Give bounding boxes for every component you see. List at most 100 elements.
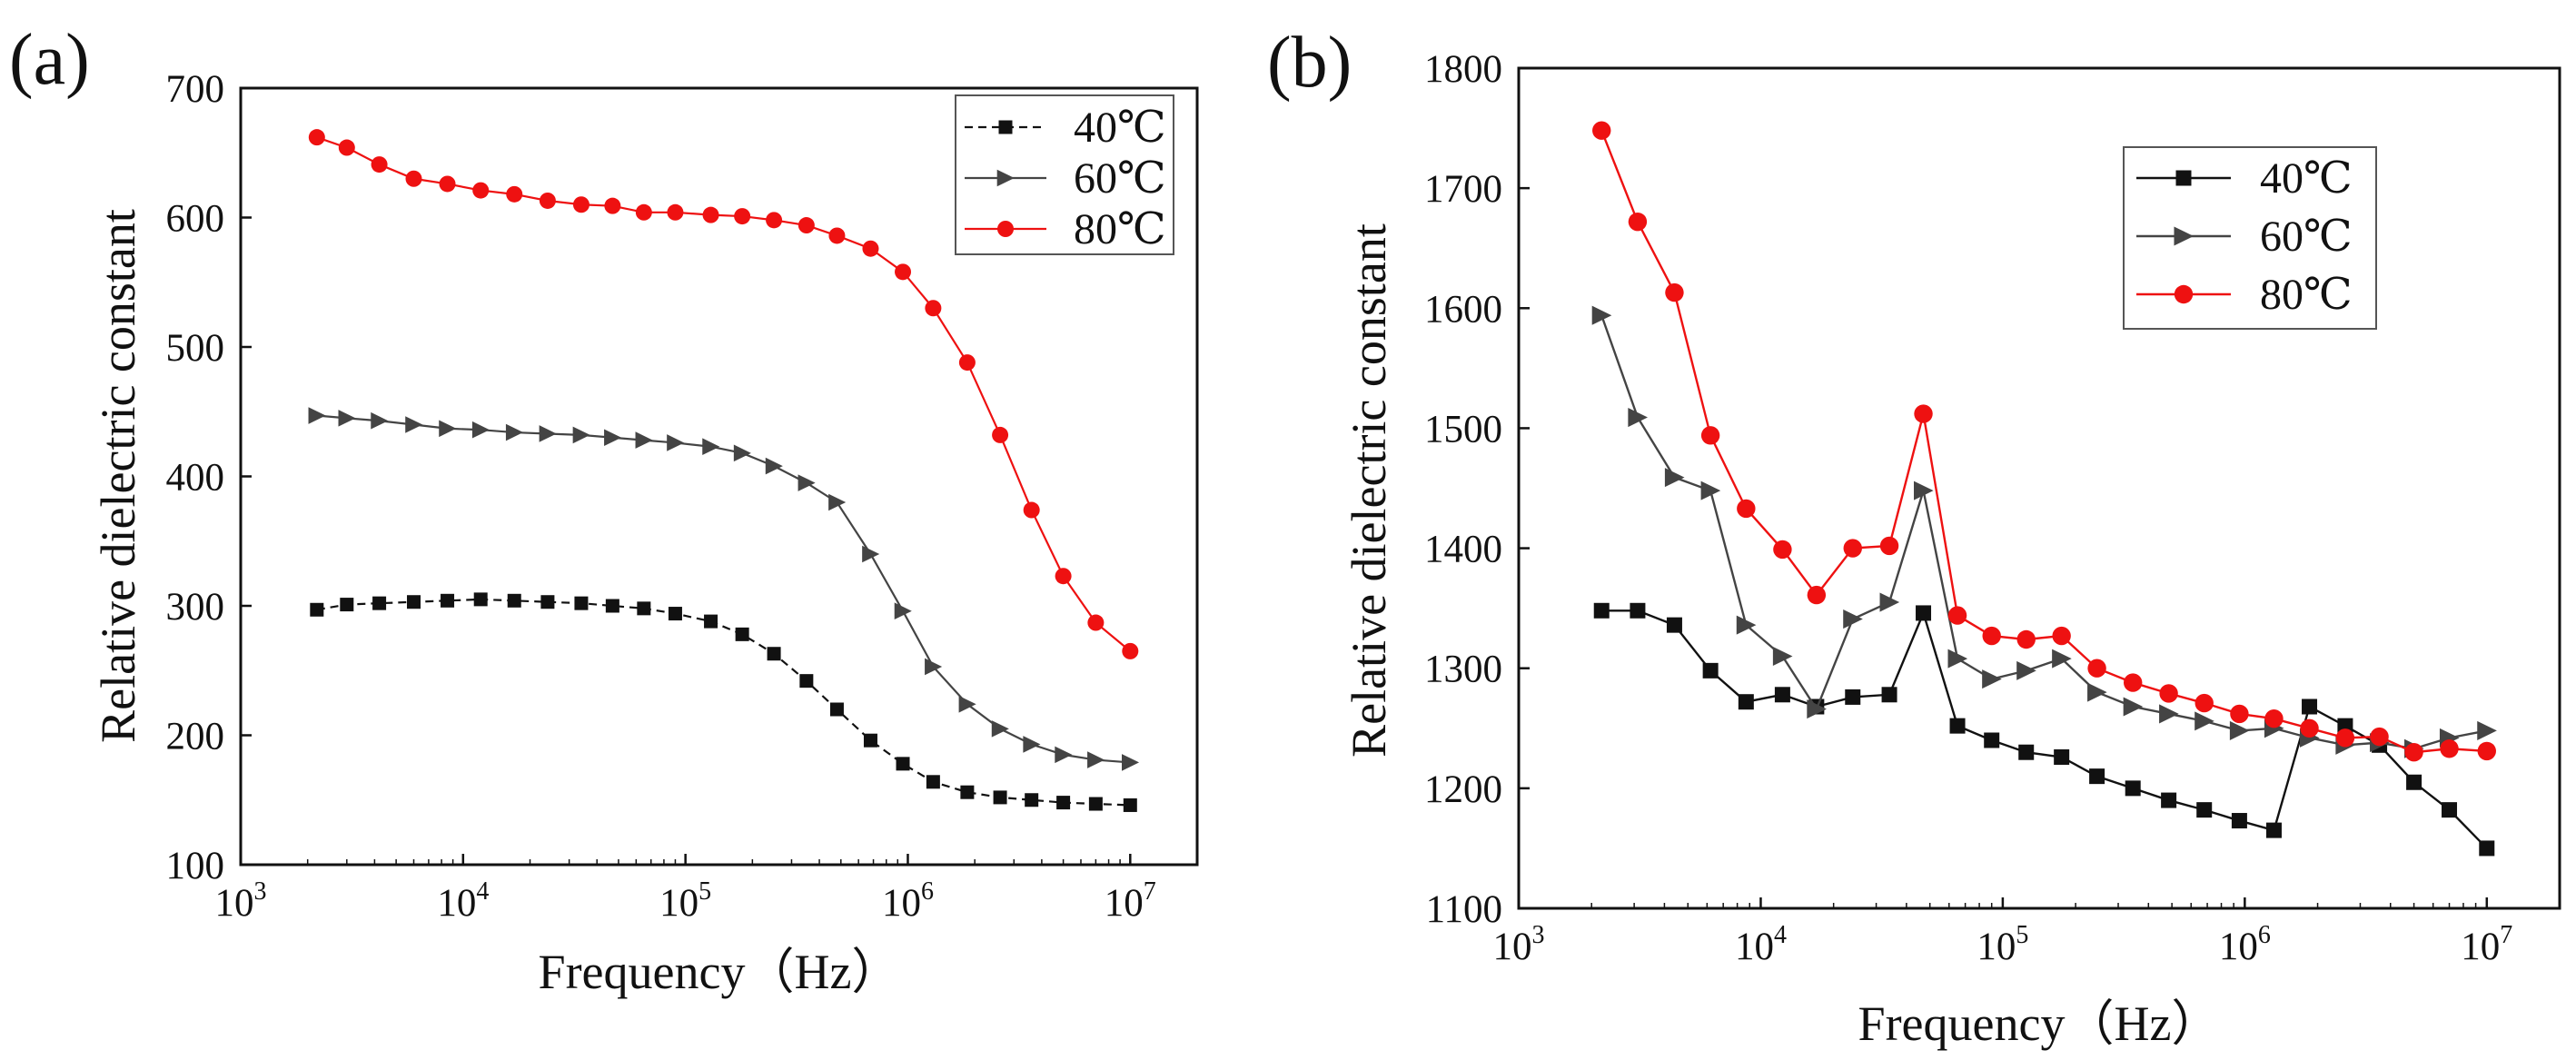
data-point	[439, 175, 456, 193]
data-point	[925, 658, 943, 676]
y-tick-label: 700	[166, 68, 225, 111]
legend-label: 40℃	[2260, 154, 2353, 203]
series-40℃	[1593, 602, 2495, 857]
data-point	[1913, 480, 1934, 500]
series-60℃	[1591, 305, 2497, 758]
data-point	[1982, 626, 2001, 646]
series-layer-b	[1591, 121, 2497, 857]
data-point	[1592, 121, 1611, 140]
data-point	[2052, 626, 2071, 646]
data-point	[405, 416, 423, 433]
data-point	[1702, 662, 1719, 679]
x-tick-exponent: 4	[476, 877, 489, 906]
panel-label-a: (a)	[9, 20, 90, 100]
data-point	[604, 197, 621, 214]
y-tick-label: 1400	[1424, 529, 1502, 571]
data-point	[1630, 602, 1646, 619]
x-tick-exponent: 6	[2258, 921, 2271, 949]
series-40℃	[310, 592, 1137, 812]
data-point	[372, 596, 387, 610]
data-point	[1914, 404, 1933, 423]
x-tick-exponent: 6	[921, 877, 934, 906]
data-point	[1916, 605, 1932, 621]
data-point	[1664, 468, 1685, 488]
data-point	[572, 196, 590, 213]
plot-frame-b	[1517, 66, 2561, 910]
data-point	[2440, 739, 2459, 758]
data-point	[338, 139, 355, 156]
data-point	[1666, 617, 1682, 633]
data-point	[926, 775, 940, 789]
data-point	[2054, 749, 2070, 765]
data-point	[1088, 797, 1103, 811]
data-point	[1879, 536, 1899, 556]
y-tick-label: 200	[166, 716, 225, 758]
x-tick-label: 103	[215, 877, 267, 925]
data-point	[2264, 709, 2284, 728]
data-point	[1700, 480, 1721, 500]
data-point	[1947, 606, 1967, 625]
data-point	[1736, 615, 1757, 635]
data-point	[635, 203, 652, 221]
y-tick-label: 1700	[1424, 168, 1502, 211]
data-point	[2406, 774, 2422, 790]
legend-marker	[997, 221, 1014, 237]
data-point	[702, 206, 719, 223]
legend-b: 40℃ 60℃ 80℃	[2123, 146, 2377, 330]
data-point	[1591, 305, 1612, 325]
data-point	[798, 217, 815, 234]
x-axis-label-a: Frequency（Hz）	[539, 945, 901, 999]
data-point	[1807, 585, 1827, 605]
data-point	[993, 790, 1007, 805]
data-point	[1843, 609, 1863, 629]
data-point	[2125, 780, 2141, 797]
panel-label-b: (b)	[1267, 23, 1352, 103]
x-tick-exponent: 5	[2016, 921, 2028, 949]
data-point	[2404, 743, 2423, 762]
x-axis-label-b: Frequency（Hz）	[1858, 996, 2221, 1051]
data-point	[1055, 746, 1073, 764]
series-line	[316, 414, 1131, 764]
data-point	[439, 420, 457, 438]
data-point	[863, 733, 877, 748]
data-point	[766, 212, 783, 229]
data-point	[2196, 802, 2213, 818]
data-point	[572, 426, 590, 444]
data-point	[471, 421, 490, 439]
legend-label: 60℃	[1074, 154, 1166, 203]
data-point	[2123, 673, 2143, 692]
x-tick-base: 10	[2219, 926, 2258, 968]
data-point	[2477, 741, 2496, 761]
data-point	[1879, 592, 1900, 612]
data-point	[828, 227, 846, 244]
legend-box-a	[955, 94, 1174, 255]
data-point	[1881, 687, 1897, 703]
series-line	[316, 598, 1131, 807]
data-point	[2123, 697, 2144, 717]
data-point	[338, 410, 356, 427]
data-point	[1122, 642, 1139, 659]
data-point	[1025, 793, 1039, 807]
data-point	[1772, 646, 1793, 667]
data-point	[992, 426, 1009, 443]
data-point	[308, 407, 326, 424]
data-point	[2335, 728, 2355, 748]
legend-label: 80℃	[2260, 271, 2353, 319]
data-point	[2230, 704, 2249, 724]
data-point	[2016, 660, 2036, 680]
y-tick-label: 100	[166, 845, 225, 887]
x-tick-base: 10	[882, 882, 921, 925]
data-point	[1122, 754, 1140, 771]
data-point	[407, 595, 421, 609]
x-ticks-b: 103 104 105 106 107	[1493, 897, 2512, 968]
x-tick-label: 105	[1977, 921, 2028, 968]
data-point	[1056, 796, 1071, 810]
legend-marker	[2174, 284, 2194, 304]
x-tick-label: 107	[1105, 877, 1156, 925]
data-point	[472, 182, 490, 199]
x-tick-base: 10	[2461, 926, 2500, 968]
y-tick-label: 500	[166, 327, 225, 370]
y-tick-label: 1200	[1424, 768, 1502, 811]
x-tick-exponent: 7	[1144, 877, 1156, 906]
data-point	[1947, 649, 1968, 669]
